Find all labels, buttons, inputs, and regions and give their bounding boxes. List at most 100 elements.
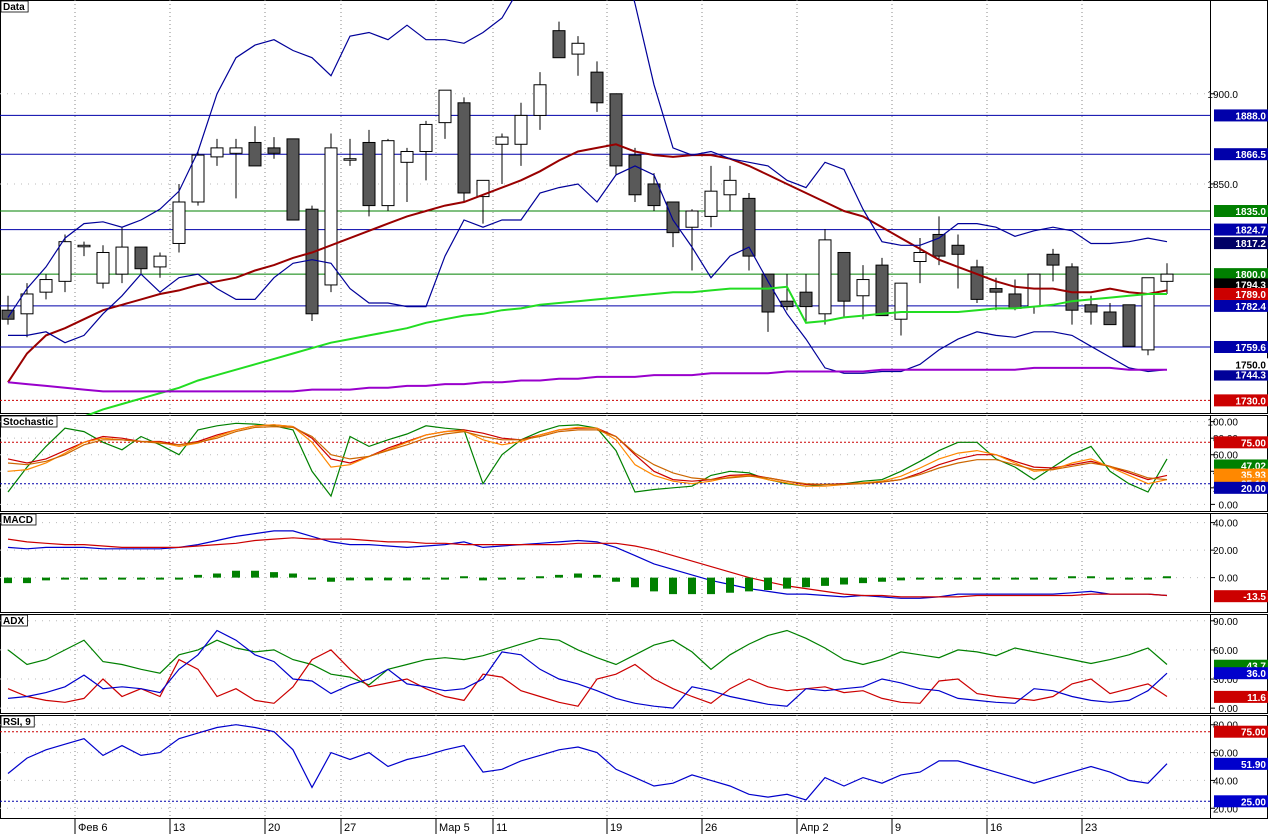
value-tag-label: 1759.6 (1235, 343, 1266, 354)
panel-title: Stochastic (3, 417, 54, 428)
panel-frame (0, 415, 1211, 512)
value-tag-label: 47.02 (1241, 461, 1266, 472)
candle-body (533, 84, 547, 116)
histogram-bar (1087, 576, 1095, 579)
candle-body (96, 251, 110, 284)
x-axis: Фев 6 13 20 27 Мар 5 11 19 26 Апр 2 9 16 23 (0, 818, 1210, 834)
series-line (8, 165, 1168, 374)
value-tag-label: 35.93 (1241, 471, 1266, 482)
histogram-bar (441, 577, 449, 580)
histogram-bar (194, 574, 202, 578)
x-axis-label: 16 (990, 822, 1002, 834)
value-tag (1214, 459, 1268, 472)
axis-tick-label: 20.00 (1213, 546, 1238, 557)
value-tag (1214, 148, 1268, 161)
candle (552, 21, 566, 59)
candle-body (1160, 273, 1174, 282)
candle-body (476, 179, 490, 198)
histogram-bar (631, 577, 639, 588)
candle-body (1046, 253, 1060, 266)
histogram-bar (61, 577, 69, 580)
panel-macd: 40.00 20.00 0.00 -13.5 MACD (0, 513, 1268, 613)
candle-body (362, 141, 376, 207)
value-tag-label: 11.6 (1247, 693, 1266, 704)
candle (951, 234, 965, 289)
candle-body (1027, 273, 1041, 308)
grid (0, 614, 1210, 713)
value-tag-label: 1835.0 (1235, 207, 1266, 218)
panel-title-box (0, 614, 28, 627)
candle (723, 165, 737, 212)
candle (419, 120, 433, 181)
histogram-bar (650, 577, 658, 592)
panel-title: RSI, 9 (3, 717, 31, 728)
candle (1122, 304, 1136, 347)
histogram-bar (384, 577, 392, 581)
histogram-bar (479, 577, 487, 581)
candle-body (495, 136, 509, 145)
candle-body (647, 183, 661, 207)
histogram-bar (23, 577, 31, 584)
candle (894, 282, 908, 336)
histogram-bar (270, 572, 278, 578)
candle (761, 273, 775, 332)
histogram-bar (973, 577, 981, 580)
candle-body (704, 190, 718, 217)
candle (172, 183, 186, 253)
candle (457, 97, 471, 202)
candle (742, 192, 756, 271)
histogram-bar (574, 573, 582, 578)
candle (495, 133, 509, 184)
candle (267, 137, 281, 159)
axis-tick-label: 60.00 (1213, 646, 1238, 657)
grid (0, 513, 1210, 612)
histogram-bar (346, 577, 354, 581)
axis-tick-label: 1850.0 (1207, 180, 1238, 191)
axis-tick-label: 100.00 (1207, 418, 1238, 429)
candle (1160, 263, 1174, 294)
value-tag-label: 75.00 (1241, 438, 1266, 449)
x-axis-label: 19 (610, 822, 622, 834)
value-tag-label: -13.5 (1243, 592, 1266, 603)
candle (685, 209, 699, 271)
histogram-bar (802, 577, 810, 588)
panel-title-box (0, 0, 29, 13)
value-tag (1214, 237, 1268, 250)
candle (704, 165, 718, 228)
histogram-bar (764, 577, 772, 590)
histogram-bar (897, 577, 905, 581)
grid (0, 415, 1210, 511)
candle (1008, 279, 1022, 311)
x-axis-label: 9 (895, 822, 901, 834)
value-tag (1214, 340, 1268, 353)
panel-frame (0, 0, 1211, 414)
candle (39, 274, 53, 300)
histogram-bar (1030, 577, 1038, 580)
histogram-bar (688, 577, 696, 595)
candle-body (1084, 304, 1098, 313)
value-tag (1214, 795, 1268, 808)
candle-body (837, 251, 851, 302)
candle-body (457, 102, 471, 194)
panel-title: ADX (3, 616, 24, 627)
value-tag (1214, 223, 1268, 236)
candle-body (685, 210, 699, 228)
axis-tick-label: 60.00 (1213, 451, 1238, 462)
histogram-bar (42, 577, 50, 581)
candle-body (552, 30, 566, 59)
candle-body (1103, 311, 1117, 326)
histogram-bar (536, 576, 544, 579)
series-line (7, 537, 1168, 598)
series-line (7, 649, 1168, 707)
histogram-bar (289, 573, 297, 578)
candle-body (1008, 293, 1022, 309)
grid (0, 715, 1210, 818)
histogram-bar (232, 570, 240, 578)
axis-tick-label: 90.00 (1213, 617, 1238, 628)
series-line (7, 629, 1168, 709)
series-line (7, 629, 1168, 686)
panel-title-box (0, 715, 35, 728)
value-tag-label: 25.00 (1241, 797, 1266, 808)
histogram-bar (118, 577, 126, 580)
candle-body (951, 244, 965, 255)
